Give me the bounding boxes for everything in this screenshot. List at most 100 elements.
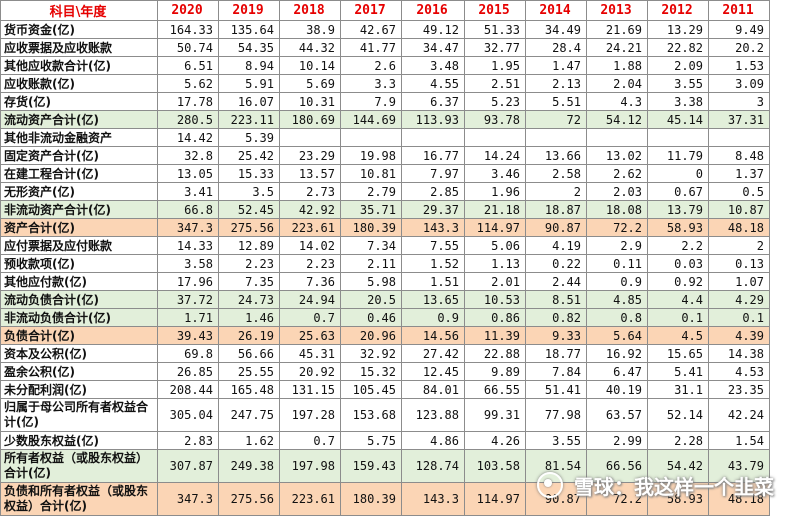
- value-cell: 72.2: [586, 218, 648, 237]
- value-cell: 41.77: [340, 38, 402, 57]
- row-label: 其他非流动金融资产: [0, 128, 158, 147]
- value-cell: 51.33: [464, 20, 526, 39]
- value-cell: 25.63: [279, 326, 341, 345]
- value-cell: 2.03: [586, 182, 648, 201]
- value-cell: 52.45: [218, 200, 280, 219]
- value-cell: 10.14: [279, 56, 341, 75]
- value-cell: 1.88: [586, 56, 648, 75]
- value-cell: 10.81: [340, 164, 402, 183]
- value-cell: 2: [525, 182, 587, 201]
- value-cell: 131.15: [279, 380, 341, 399]
- value-cell: 143.3: [401, 482, 465, 516]
- row-label: 负债和所有者权益（或股东权益）合计(亿): [0, 482, 158, 516]
- value-cell: 20.2: [708, 38, 770, 57]
- value-cell: 2.44: [525, 272, 587, 291]
- table-row: 货币资金(亿) 164.33 135.64 38.9 42.67 49.12 51.33 34…: [0, 20, 770, 39]
- value-cell: 2.6: [340, 56, 402, 75]
- value-cell: 2.73: [279, 182, 341, 201]
- value-cell: 54.42: [647, 449, 709, 483]
- value-cell: 143.3: [401, 218, 465, 237]
- value-cell: 52.14: [647, 398, 709, 432]
- row-label: 未分配利润(亿): [0, 380, 158, 399]
- table-row: 存货(亿) 17.78 16.07 10.31 7.9 6.37 5.23 5.51 4.3 3.…: [0, 92, 770, 111]
- table-row: 在建工程合计(亿) 13.05 15.33 13.57 10.81 7.97 3.46 2.5…: [0, 164, 770, 183]
- value-cell: 4.4: [647, 290, 709, 309]
- value-cell: 16.07: [218, 92, 280, 111]
- value-cell: 1.07: [708, 272, 770, 291]
- value-cell: 69.8: [157, 344, 219, 363]
- value-cell: 2: [708, 236, 770, 255]
- value-cell: 0.1: [647, 308, 709, 327]
- value-cell: 24.21: [586, 38, 648, 57]
- table-row: 非流动资产合计(亿) 66.8 52.45 42.92 35.71 29.37 21.18 1…: [0, 200, 770, 219]
- table-row: 负债和所有者权益（或股东权益）合计(亿) 347.3 275.56 223.61 180…: [0, 482, 770, 516]
- row-label: 归属于母公司所有者权益合计(亿): [0, 398, 158, 432]
- value-cell: 4.26: [464, 431, 526, 450]
- value-cell: 10.87: [708, 200, 770, 219]
- table-row: 无形资产(亿) 3.41 3.5 2.73 2.79 2.85 1.96 2 2.03 0.67 0…: [0, 182, 770, 201]
- value-cell: 4.86: [401, 431, 465, 450]
- table-row: 资产合计(亿) 347.3 275.56 223.61 180.39 143.3 114.9…: [0, 218, 770, 237]
- header-cell-year: 2019: [218, 0, 280, 21]
- value-cell: 15.65: [647, 344, 709, 363]
- value-cell: 21.18: [464, 200, 526, 219]
- value-cell: 7.55: [401, 236, 465, 255]
- table-row: 固定资产合计(亿) 32.8 25.42 23.29 19.98 16.77 14.24 13…: [0, 146, 770, 165]
- value-cell: 2.01: [464, 272, 526, 291]
- value-cell: 128.74: [401, 449, 465, 483]
- row-label: 固定资产合计(亿): [0, 146, 158, 165]
- value-cell: 5.39: [218, 128, 280, 147]
- value-cell: 7.35: [218, 272, 280, 291]
- value-cell: 6.47: [586, 362, 648, 381]
- value-cell: 42.24: [708, 398, 770, 432]
- table-row: 预收款项(亿) 3.58 2.23 2.23 2.11 1.52 1.13 0.22 0.11 0…: [0, 254, 770, 273]
- value-cell: 32.8: [157, 146, 219, 165]
- value-cell: 7.36: [279, 272, 341, 291]
- header-cell-year: 2012: [647, 0, 709, 21]
- value-cell: 23.35: [708, 380, 770, 399]
- value-cell: [586, 128, 648, 147]
- value-cell: 3.3: [340, 74, 402, 93]
- value-cell: 17.96: [157, 272, 219, 291]
- value-cell: 42.92: [279, 200, 341, 219]
- value-cell: 54.12: [586, 110, 648, 129]
- table-row: 所有者权益（或股东权益）合计(亿) 307.87 249.38 197.98 159.4…: [0, 449, 770, 483]
- value-cell: 3.55: [525, 431, 587, 450]
- value-cell: 165.48: [218, 380, 280, 399]
- row-label: 流动负债合计(亿): [0, 290, 158, 309]
- value-cell: 144.69: [340, 110, 402, 129]
- value-cell: 2.79: [340, 182, 402, 201]
- balance-sheet-table: 科目\年度 2020 2019 2018 2017 2016 2015 2014 2013 201…: [0, 0, 770, 516]
- value-cell: 10.31: [279, 92, 341, 111]
- value-cell: 1.53: [708, 56, 770, 75]
- table-row: 未分配利润(亿) 208.44 165.48 131.15 105.45 84.01 66.…: [0, 380, 770, 399]
- value-cell: 1.51: [401, 272, 465, 291]
- value-cell: 50.74: [157, 38, 219, 57]
- watermark: 雪球：我这样一个韭菜: [537, 471, 774, 500]
- value-cell: 37.72: [157, 290, 219, 309]
- value-cell: 72: [525, 110, 587, 129]
- value-cell: 7.84: [525, 362, 587, 381]
- value-cell: 15.32: [340, 362, 402, 381]
- value-cell: 27.42: [401, 344, 465, 363]
- value-cell: 1.95: [464, 56, 526, 75]
- value-cell: 39.43: [157, 326, 219, 345]
- header-cell-year: 2011: [708, 0, 770, 21]
- value-cell: 3: [708, 92, 770, 111]
- value-cell: 8.94: [218, 56, 280, 75]
- value-cell: 180.39: [340, 482, 402, 516]
- value-cell: 135.64: [218, 20, 280, 39]
- value-cell: 4.39: [708, 326, 770, 345]
- value-cell: 3.09: [708, 74, 770, 93]
- value-cell: 37.31: [708, 110, 770, 129]
- row-label: 货币资金(亿): [0, 20, 158, 39]
- value-cell: [647, 128, 709, 147]
- value-cell: 40.19: [586, 380, 648, 399]
- table-row: 少数股东权益(亿) 2.83 1.62 0.7 5.75 4.86 4.26 3.55 2.99…: [0, 431, 770, 450]
- value-cell: 2.04: [586, 74, 648, 93]
- value-cell: 38.9: [279, 20, 341, 39]
- value-cell: 0.9: [586, 272, 648, 291]
- value-cell: 14.42: [157, 128, 219, 147]
- value-cell: 14.24: [464, 146, 526, 165]
- value-cell: 20.5: [340, 290, 402, 309]
